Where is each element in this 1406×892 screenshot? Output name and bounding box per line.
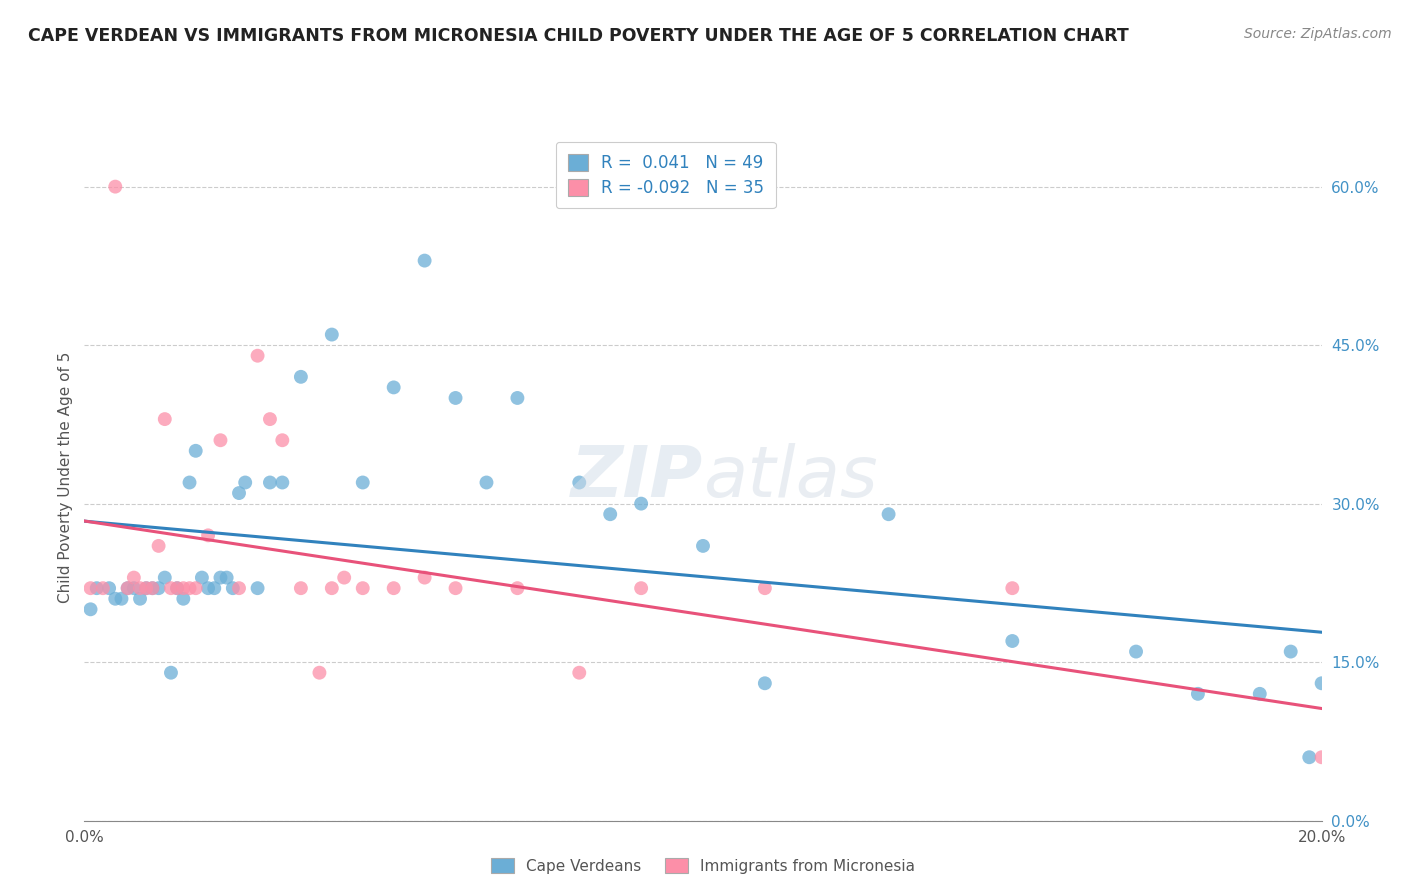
Point xyxy=(630,497,652,511)
Point xyxy=(179,581,201,595)
Point xyxy=(98,581,121,595)
Point xyxy=(475,475,498,490)
Point xyxy=(129,581,152,595)
Point xyxy=(153,571,176,585)
Point xyxy=(117,581,139,595)
Point xyxy=(135,581,157,595)
Legend: R =  0.041   N = 49, R = -0.092   N = 35: R = 0.041 N = 49, R = -0.092 N = 35 xyxy=(555,142,776,209)
Legend: Cape Verdeans, Immigrants from Micronesia: Cape Verdeans, Immigrants from Micronesi… xyxy=(485,852,921,880)
Point xyxy=(321,581,343,595)
Point xyxy=(215,571,238,585)
Point xyxy=(271,434,294,448)
Point xyxy=(148,539,170,553)
Point xyxy=(172,581,194,595)
Point xyxy=(79,581,101,595)
Point xyxy=(1298,750,1320,764)
Point xyxy=(271,475,294,490)
Point xyxy=(1310,750,1333,764)
Point xyxy=(122,571,145,585)
Point xyxy=(104,591,127,606)
Point xyxy=(754,676,776,690)
Point xyxy=(630,581,652,595)
Point xyxy=(599,507,621,521)
Point xyxy=(246,581,269,595)
Point xyxy=(308,665,330,680)
Point xyxy=(117,581,139,595)
Point xyxy=(352,581,374,595)
Point xyxy=(179,475,201,490)
Point xyxy=(122,581,145,595)
Point xyxy=(506,391,529,405)
Point xyxy=(413,571,436,585)
Point xyxy=(333,571,356,585)
Point xyxy=(1279,644,1302,658)
Point xyxy=(568,665,591,680)
Point xyxy=(86,581,108,595)
Point xyxy=(104,179,127,194)
Point xyxy=(259,412,281,426)
Point xyxy=(1249,687,1271,701)
Point xyxy=(222,581,245,595)
Point xyxy=(141,581,163,595)
Point xyxy=(228,486,250,500)
Point xyxy=(413,253,436,268)
Point xyxy=(506,581,529,595)
Point xyxy=(110,591,132,606)
Point xyxy=(352,475,374,490)
Point xyxy=(160,665,183,680)
Point xyxy=(148,581,170,595)
Point xyxy=(321,327,343,342)
Point xyxy=(1125,644,1147,658)
Point xyxy=(172,591,194,606)
Point xyxy=(91,581,114,595)
Point xyxy=(202,581,225,595)
Point xyxy=(135,581,157,595)
Point xyxy=(1001,581,1024,595)
Text: ZIP: ZIP xyxy=(571,442,703,512)
Point xyxy=(160,581,183,595)
Point xyxy=(259,475,281,490)
Point xyxy=(233,475,256,490)
Point xyxy=(197,581,219,595)
Point xyxy=(166,581,188,595)
Point xyxy=(129,591,152,606)
Point xyxy=(228,581,250,595)
Point xyxy=(191,571,214,585)
Point xyxy=(568,475,591,490)
Point xyxy=(184,443,207,458)
Point xyxy=(153,412,176,426)
Point xyxy=(209,434,232,448)
Point xyxy=(382,380,405,394)
Point xyxy=(444,581,467,595)
Text: CAPE VERDEAN VS IMMIGRANTS FROM MICRONESIA CHILD POVERTY UNDER THE AGE OF 5 CORR: CAPE VERDEAN VS IMMIGRANTS FROM MICRONES… xyxy=(28,27,1129,45)
Text: atlas: atlas xyxy=(703,442,877,512)
Text: Source: ZipAtlas.com: Source: ZipAtlas.com xyxy=(1244,27,1392,41)
Point xyxy=(166,581,188,595)
Point xyxy=(141,581,163,595)
Point xyxy=(197,528,219,542)
Y-axis label: Child Poverty Under the Age of 5: Child Poverty Under the Age of 5 xyxy=(58,351,73,603)
Point xyxy=(1187,687,1209,701)
Point xyxy=(754,581,776,595)
Point xyxy=(246,349,269,363)
Point xyxy=(290,369,312,384)
Point xyxy=(184,581,207,595)
Point xyxy=(444,391,467,405)
Point xyxy=(79,602,101,616)
Point xyxy=(290,581,312,595)
Point xyxy=(1310,676,1333,690)
Point xyxy=(692,539,714,553)
Point xyxy=(382,581,405,595)
Point xyxy=(877,507,900,521)
Point xyxy=(209,571,232,585)
Point xyxy=(1001,634,1024,648)
